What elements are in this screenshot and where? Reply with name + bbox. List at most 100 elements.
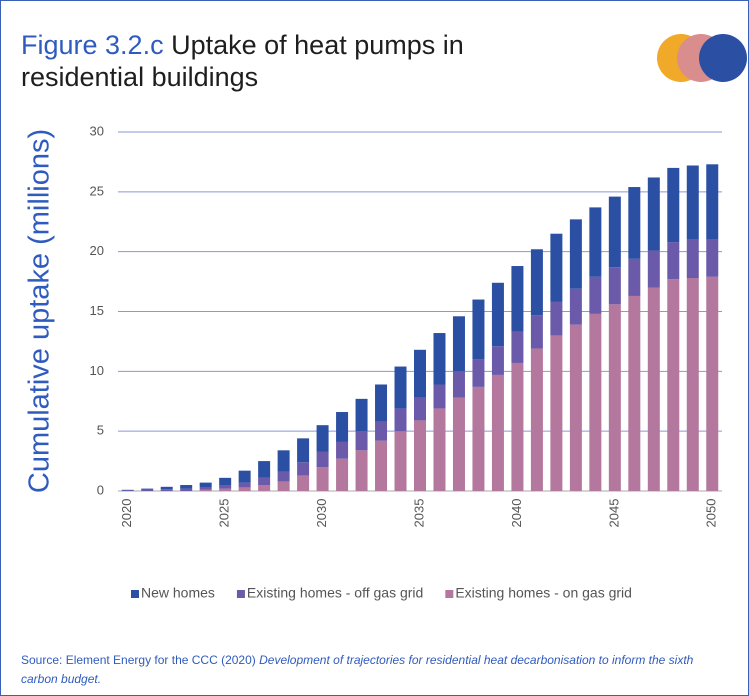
bar-segment bbox=[647, 177, 660, 251]
bar-segment bbox=[297, 438, 310, 463]
x-tick-label: 2045 bbox=[606, 499, 621, 528]
bar-segment bbox=[491, 374, 504, 491]
bar-segment bbox=[121, 490, 134, 491]
logo-circle bbox=[699, 34, 747, 82]
bar-segment bbox=[530, 348, 543, 491]
legend-swatch bbox=[131, 590, 139, 598]
source-title: Development of trajectories for resident… bbox=[21, 653, 694, 686]
bar-segment bbox=[394, 408, 407, 432]
bar-segment bbox=[375, 384, 388, 422]
bar-segment bbox=[511, 362, 524, 491]
x-tick-label: 2030 bbox=[314, 499, 329, 528]
bar-segment bbox=[238, 470, 251, 483]
y-tick-label: 30 bbox=[90, 123, 104, 138]
bar-segment bbox=[686, 277, 699, 491]
bar-segment bbox=[141, 489, 154, 491]
y-tick-label: 10 bbox=[90, 363, 104, 378]
bar-segment bbox=[238, 482, 251, 488]
x-tick-label: 2025 bbox=[217, 499, 232, 528]
bar-segment bbox=[199, 487, 212, 490]
x-tick-label: 2020 bbox=[119, 499, 134, 528]
bar-segment bbox=[316, 451, 329, 468]
bar-segment bbox=[160, 486, 173, 490]
bar-segment bbox=[258, 485, 271, 491]
bar-segment bbox=[277, 450, 290, 472]
legend-label: Existing homes - on gas grid bbox=[455, 585, 632, 601]
bar-segment bbox=[706, 239, 719, 277]
bar-segment bbox=[199, 489, 212, 491]
bar-segment bbox=[141, 488, 154, 490]
bar-segment bbox=[589, 207, 602, 277]
bar-segment bbox=[452, 316, 465, 372]
bar-segment bbox=[647, 287, 660, 491]
bar-segment bbox=[511, 331, 524, 363]
bar-segment bbox=[414, 420, 426, 491]
bar-segment bbox=[160, 489, 173, 491]
bar-segment bbox=[258, 477, 271, 486]
bar-segment bbox=[219, 477, 232, 486]
source: Source: Element Energy for the CCC (2020… bbox=[21, 651, 731, 689]
bar-segment bbox=[706, 164, 719, 240]
bar-segment bbox=[667, 167, 680, 243]
bar-segment bbox=[316, 467, 329, 491]
bar-segment bbox=[589, 276, 602, 314]
bar-segment bbox=[414, 397, 426, 421]
bar-segment bbox=[452, 371, 465, 398]
bar-segment bbox=[550, 301, 563, 336]
figure-label: Figure 3.2.c bbox=[21, 30, 164, 60]
x-tick-label: 2050 bbox=[704, 499, 719, 528]
bar-segment bbox=[336, 458, 349, 491]
title-block: Figure 3.2.c Uptake of heat pumps in res… bbox=[21, 29, 541, 93]
bar-segment bbox=[316, 425, 329, 452]
bar-segment bbox=[608, 267, 621, 305]
chart-title: Uptake of heat pumps in residential buil… bbox=[21, 30, 464, 92]
bar-segment bbox=[686, 239, 699, 278]
bar-segment bbox=[375, 421, 388, 441]
y-tick-label: 25 bbox=[90, 183, 104, 198]
bar-segment bbox=[569, 219, 582, 289]
bar-segment bbox=[199, 482, 212, 488]
bar-segment bbox=[472, 359, 485, 387]
bar-segment bbox=[472, 386, 485, 491]
y-tick-label: 5 bbox=[97, 423, 104, 438]
bar-segment bbox=[336, 441, 349, 459]
bar-segment bbox=[608, 196, 621, 268]
bar-segment bbox=[355, 431, 368, 451]
y-tick-label: 15 bbox=[90, 303, 104, 318]
bar-segment bbox=[414, 349, 426, 398]
bar-segment bbox=[491, 346, 504, 375]
bar-segment bbox=[608, 304, 621, 491]
legend-swatch bbox=[445, 590, 454, 598]
bar-segment bbox=[336, 412, 349, 442]
bar-segment bbox=[433, 333, 446, 385]
bar-segment bbox=[394, 431, 407, 491]
bar-segment bbox=[472, 299, 485, 360]
bar-segment bbox=[433, 384, 446, 409]
bar-segment bbox=[258, 461, 271, 478]
bar-segment bbox=[530, 249, 543, 316]
bar-segment bbox=[628, 187, 641, 259]
chart: Cumulative uptake (millions) 05101520253… bbox=[24, 34, 747, 601]
bar-segment bbox=[180, 485, 193, 489]
bar-segment bbox=[569, 288, 582, 325]
bar-segment bbox=[569, 324, 582, 491]
bar-segment bbox=[219, 485, 232, 489]
legend-label: Existing homes - off gas grid bbox=[247, 585, 423, 601]
bar-segment bbox=[355, 450, 368, 491]
bar-segment bbox=[433, 408, 446, 491]
y-tick-label: 0 bbox=[97, 482, 104, 497]
bar-segment bbox=[706, 276, 719, 491]
bar-segment bbox=[180, 488, 193, 491]
bar-segment bbox=[530, 315, 543, 349]
bar-segment bbox=[647, 250, 660, 288]
y-tick-label: 20 bbox=[90, 243, 104, 258]
bar-segment bbox=[628, 295, 641, 491]
bar-segment bbox=[355, 398, 368, 432]
bar-segment bbox=[297, 462, 310, 476]
bar-segment bbox=[667, 279, 680, 491]
bar-segment bbox=[452, 397, 465, 491]
bar-segment bbox=[394, 366, 407, 409]
bar-segment bbox=[628, 258, 641, 296]
bar-segment bbox=[238, 487, 251, 491]
